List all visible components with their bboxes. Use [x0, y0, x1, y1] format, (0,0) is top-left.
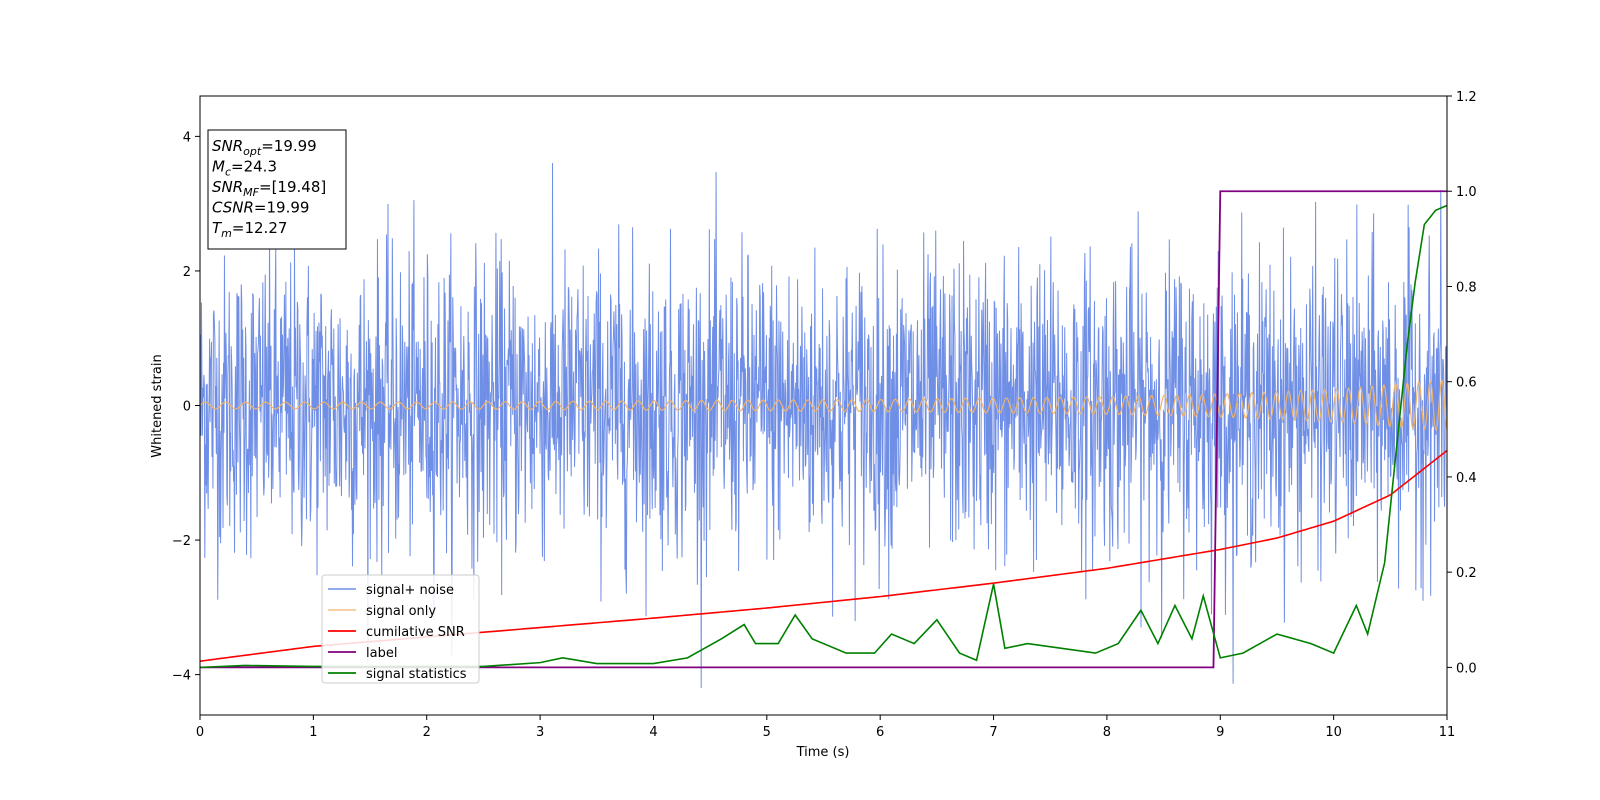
annotation-value: =[19.48]: [259, 178, 326, 196]
y-right-tick-label: 0.6: [1456, 376, 1477, 391]
y-left-tick-label: 4: [183, 130, 191, 145]
annotation-symbol: CSNR: [212, 199, 254, 217]
x-tick-label: 0: [196, 725, 204, 740]
x-tick-label: 6: [876, 725, 884, 740]
series-signal-noise-line: [200, 163, 1447, 689]
x-tick-label: 2: [423, 725, 431, 740]
annotation-value: =19.99: [254, 199, 310, 217]
x-tick-label: 8: [1103, 725, 1111, 740]
annotation-subscript: m: [221, 227, 232, 240]
legend-label: cumilative SNR: [366, 625, 465, 640]
annotation-subscript: MF: [243, 186, 259, 199]
y-right-tick-label: 0.2: [1456, 566, 1477, 581]
annotation-symbol: M: [212, 158, 225, 176]
y-right-tick-label: 0.4: [1456, 471, 1477, 486]
y-axis-label: Whitened strain: [150, 354, 165, 457]
y-left-tick-label: 0: [183, 400, 191, 415]
x-tick-label: 9: [1216, 725, 1224, 740]
x-tick-label: 1: [309, 725, 317, 740]
annotation-line: Tm=12.27: [212, 219, 287, 240]
annotation-symbol: SNR: [212, 137, 243, 155]
x-tick-label: 11: [1439, 725, 1456, 740]
annotation-subscript: opt: [243, 145, 262, 158]
legend-label: label: [366, 646, 397, 661]
y-right-tick-label: 0.8: [1456, 280, 1477, 295]
x-tick-label: 3: [536, 725, 544, 740]
annotation-line: SNRopt=19.99: [212, 137, 317, 158]
annotation-symbol: T: [212, 219, 223, 237]
x-tick-label: 4: [649, 725, 657, 740]
tick-layer: 0 1 2 3 4 5 6 7 8 9 10 11 −4 −2 0 2 4 0.0 0.2 0.4 0.6 0.8 1.0 1…: [172, 90, 1477, 740]
annotation-line: SNRMF=[19.48]: [212, 178, 326, 199]
y-right-tick-label: 0.0: [1456, 661, 1477, 676]
annotation-frame: [207, 129, 347, 250]
y-left-tick-label: −4: [172, 669, 191, 684]
annotation-value: =12.27: [232, 219, 288, 237]
legend-label: signal statistics: [366, 667, 467, 682]
legend: signal+ noise signal only cumilative SNR la…: [321, 574, 480, 684]
x-tick-label: 5: [763, 725, 771, 740]
annotation-symbol: SNR: [212, 178, 243, 196]
annotation-line: Mc=24.3: [212, 158, 277, 179]
annotation-subscript: c: [225, 166, 231, 179]
annotation-value: =24.3: [231, 158, 277, 176]
x-tick-label: 7: [989, 725, 997, 740]
x-tick-label: 10: [1325, 725, 1342, 740]
y-left-tick-label: −2: [172, 534, 191, 549]
y-right-tick-label: 1.2: [1456, 90, 1477, 105]
legend-frame: [321, 574, 480, 684]
legend-label: signal+ noise: [366, 583, 454, 598]
annotation-line: CSNR=19.99: [212, 199, 309, 217]
annotation-box: SNRopt=19.99Mc=24.3SNRMF=[19.48]CSNR=19.…: [207, 129, 347, 250]
series-signal-statistics-line: [200, 204, 1447, 669]
x-axis-label: Time (s): [796, 745, 850, 760]
series-signal-only-line: [200, 379, 1447, 432]
legend-label: signal only: [366, 604, 436, 619]
y-right-tick-label: 1.0: [1456, 185, 1477, 200]
annotation-value: =19.99: [261, 137, 317, 155]
y-left-tick-label: 2: [183, 265, 191, 280]
series-label-line: [200, 190, 1447, 669]
